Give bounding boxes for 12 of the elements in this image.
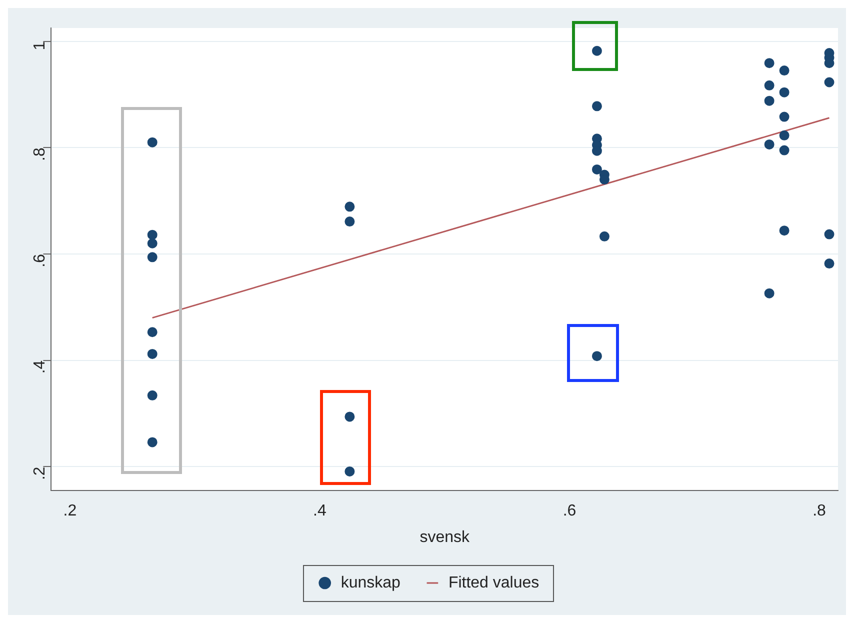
x-tick-label: .4: [313, 502, 326, 520]
x-tick-label: .6: [562, 502, 576, 520]
y-tick-label: .4: [32, 360, 49, 374]
y-tick-label: .2: [32, 466, 49, 480]
legend-label: kunskap: [340, 574, 401, 592]
y-tick-label: .8: [32, 148, 49, 161]
x-tick-label: .2: [63, 502, 77, 520]
x-tick-label: .8: [812, 502, 826, 520]
y-tick-label: .6: [32, 254, 49, 268]
y-tick-label: 1: [32, 41, 49, 50]
legend-label: Fitted values: [448, 574, 540, 592]
x-axis-title: svensk: [420, 528, 470, 546]
